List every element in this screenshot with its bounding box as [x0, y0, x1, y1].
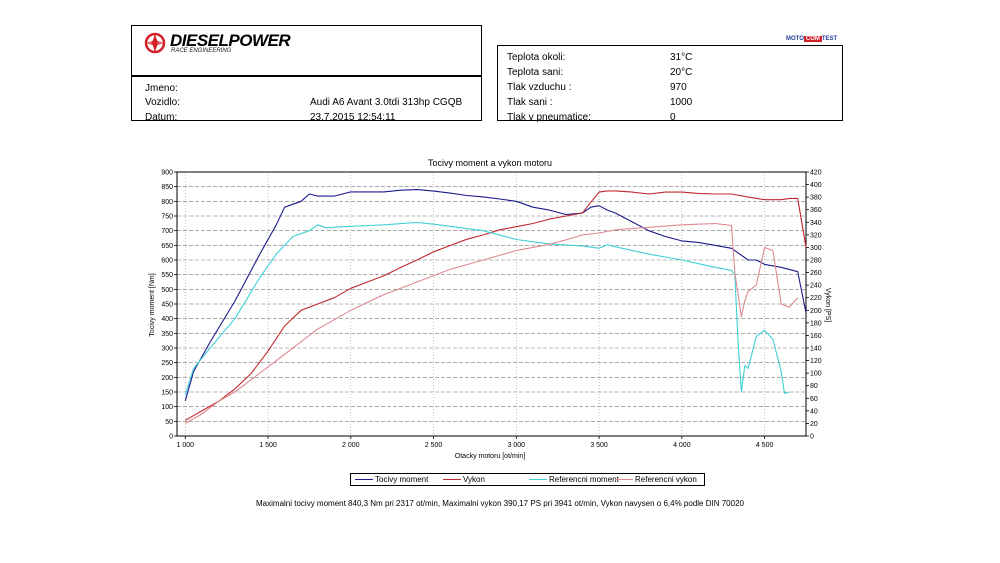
condition-value: 31°C [670, 52, 693, 63]
logo-panel [131, 25, 482, 76]
condition-label: Tlak v pneumatice: [507, 112, 591, 123]
legend-swatch-icon [615, 479, 633, 481]
y-tick-label: 150 [161, 390, 173, 397]
y2-tick-label: 380 [810, 195, 822, 202]
condition-value: 0 [670, 112, 676, 123]
series-line-1 [185, 190, 807, 421]
y-tick-label: 800 [161, 199, 173, 206]
x-tick-label: 4 000 [673, 442, 691, 449]
y2-tick-label: 280 [810, 258, 822, 265]
x-axis-label: Otacky motoru [ot/min] [455, 453, 525, 460]
vehicle-info-panel [131, 76, 482, 121]
y-tick-label: 400 [161, 316, 173, 323]
condition-label: Teplota okoli: [507, 52, 566, 63]
series-line-0 [184, 189, 807, 401]
y2-tick-label: 140 [810, 346, 822, 353]
y-tick-label: 450 [161, 302, 173, 309]
vehicle-value: Audi A6 Avant 3.0tdi 313hp CGQB [310, 97, 463, 108]
condition-label: Tlak sani : [507, 97, 553, 108]
y-axis-label: Tocivy moment [Nm] [149, 273, 156, 336]
legend-item: Referencni vykon [615, 475, 697, 484]
brand-subtitle: RACE ENGINEERING [171, 48, 232, 54]
y-tick-label: 0 [169, 434, 173, 441]
condition-label: Tlak vzduchu : [507, 82, 572, 93]
series-line-2 [184, 221, 790, 396]
series-line-3 [185, 222, 799, 424]
y-tick-label: 100 [161, 404, 173, 411]
y2-tick-label: 240 [810, 283, 822, 290]
x-tick-label: 1 500 [259, 442, 277, 449]
legend-swatch-icon [529, 479, 547, 481]
date-label: Datum: [145, 112, 178, 123]
y-tick-label: 700 [161, 228, 173, 235]
condition-value: 970 [670, 82, 687, 93]
y2-tick-label: 320 [810, 232, 822, 239]
y-tick-label: 550 [161, 272, 173, 279]
conditions-panel [497, 45, 843, 121]
y2-tick-label: 160 [810, 333, 822, 340]
y-tick-label: 900 [161, 170, 173, 177]
legend-item: Vykon [443, 475, 485, 484]
brand-name: DIESELPOWER [170, 31, 291, 50]
y-tick-label: 850 [161, 184, 173, 191]
y2-tick-label: 0 [810, 434, 814, 441]
y2-tick-label: 40 [810, 408, 818, 415]
y2-tick-label: 120 [810, 358, 822, 365]
y-tick-label: 200 [161, 375, 173, 382]
x-tick-label: 1 000 [177, 442, 195, 449]
y2-tick-label: 60 [810, 396, 818, 403]
y2-tick-label: 400 [810, 182, 822, 189]
condition-value: 1000 [670, 97, 693, 108]
x-tick-label: 3 000 [508, 442, 526, 449]
chart-title: Tocivy moment a vykon motoru [428, 158, 552, 168]
legend-swatch-icon [355, 479, 373, 481]
condition-label: Teplota sani: [507, 67, 564, 78]
name-label: Jmeno: [145, 83, 178, 94]
summary-text: Maximalni tocivy moment 840,3 Nm pri 231… [256, 499, 744, 508]
condition-value: 20°C [670, 67, 693, 78]
y-tick-label: 650 [161, 243, 173, 250]
y2-tick-label: 200 [810, 308, 822, 315]
x-tick-label: 2 500 [425, 442, 443, 449]
y-tick-label: 350 [161, 331, 173, 338]
x-tick-label: 4 500 [756, 442, 774, 449]
x-tick-label: 3 500 [590, 442, 608, 449]
y2-tick-label: 340 [810, 220, 822, 227]
y-tick-label: 50 [165, 419, 173, 426]
chart-legend: Tocivy moment Vykon Referencni moment Re… [350, 473, 705, 486]
y-tick-label: 500 [161, 287, 173, 294]
date-value: 23.7.2015 12:54:11 [310, 112, 396, 123]
y2-tick-label: 260 [810, 270, 822, 277]
y2-tick-label: 360 [810, 207, 822, 214]
legend-swatch-icon [443, 479, 461, 481]
x-tick-label: 2 000 [342, 442, 360, 449]
legend-item: Referencni moment [529, 475, 619, 484]
y2-tick-label: 420 [810, 170, 822, 177]
y2-axis-label: Vykon [PS] [824, 288, 831, 322]
y-tick-label: 250 [161, 360, 173, 367]
y2-tick-label: 180 [810, 320, 822, 327]
y2-tick-label: 80 [810, 383, 818, 390]
legend-item: Tocivy moment [355, 475, 428, 484]
motocomtest-logo: MOTO COM TEST [786, 36, 838, 42]
y-tick-label: 600 [161, 258, 173, 265]
y2-tick-label: 300 [810, 245, 822, 252]
vehicle-label: Vozidlo: [145, 97, 181, 108]
y2-tick-label: 100 [810, 371, 822, 378]
y2-tick-label: 220 [810, 295, 822, 302]
y-tick-label: 750 [161, 214, 173, 221]
y2-tick-label: 20 [810, 421, 818, 428]
y-tick-label: 300 [161, 346, 173, 353]
dieselpower-logo-icon [144, 32, 166, 54]
